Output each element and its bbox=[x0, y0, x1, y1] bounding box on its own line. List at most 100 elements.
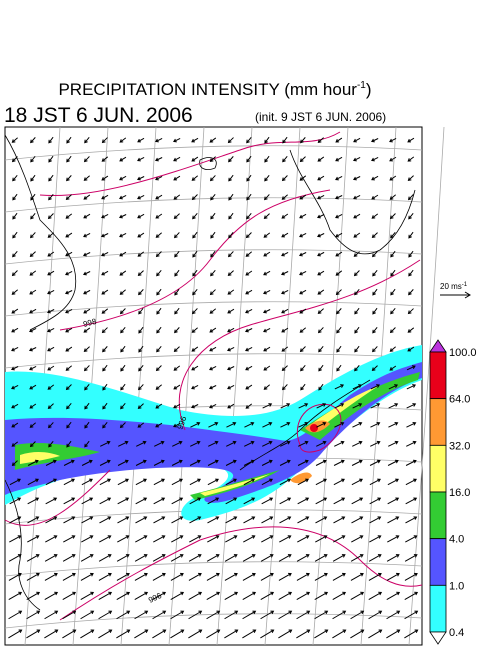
wind-arrow bbox=[173, 365, 181, 371]
wind-arrow bbox=[99, 497, 112, 505]
wind-arrow bbox=[152, 629, 167, 639]
colorbar-label: 1.0 bbox=[449, 580, 464, 592]
wind-arrow bbox=[152, 591, 167, 601]
wind-arrow bbox=[134, 610, 149, 620]
colorbar-segment bbox=[429, 538, 447, 586]
wind-arrow bbox=[9, 535, 22, 543]
wind-arrow bbox=[30, 232, 36, 239]
wind-arrow bbox=[171, 478, 183, 486]
wind-arrow bbox=[298, 252, 307, 257]
wind-arrow bbox=[12, 231, 18, 239]
wind-arrow bbox=[209, 308, 217, 314]
wind-arrow bbox=[334, 384, 345, 390]
wind-arrow bbox=[389, 365, 397, 371]
wind-arrow bbox=[370, 421, 381, 428]
wind-arrow bbox=[353, 194, 361, 200]
wind-arrow bbox=[315, 497, 328, 505]
wind-arrow bbox=[372, 307, 378, 315]
wind-arrow bbox=[408, 212, 414, 220]
wind-arrow bbox=[80, 591, 95, 601]
wind-arrow bbox=[353, 232, 361, 238]
contour bbox=[4, 469, 111, 526]
wind-arrow bbox=[119, 175, 127, 181]
wind-arrow bbox=[389, 213, 396, 220]
wind-arrow bbox=[30, 174, 36, 182]
wind-arrow bbox=[262, 440, 273, 447]
wind-arrow bbox=[263, 251, 271, 257]
wind-arrow bbox=[245, 403, 253, 409]
wind-arrow bbox=[48, 440, 54, 448]
wind-arrow bbox=[296, 554, 310, 562]
wind-arrow bbox=[243, 478, 255, 486]
wind-arrow bbox=[263, 365, 271, 371]
wind-arrow bbox=[118, 440, 129, 447]
map: 998 996 996 bbox=[4, 126, 445, 646]
wind-arrow bbox=[299, 308, 307, 314]
wind-arrow bbox=[117, 478, 129, 486]
wind-arrow bbox=[404, 572, 418, 581]
wind-arrow bbox=[244, 328, 253, 333]
wind-arrow bbox=[83, 156, 90, 163]
wind-arrow bbox=[153, 478, 165, 486]
wind-arrow bbox=[137, 232, 145, 238]
wind-arrow bbox=[278, 610, 293, 620]
wind-arrow bbox=[101, 213, 109, 219]
wind-arrow bbox=[245, 308, 253, 314]
wind-arrow bbox=[207, 478, 219, 486]
wind-arrow bbox=[134, 572, 148, 581]
wind-arrow bbox=[282, 384, 288, 391]
wind-arrow bbox=[120, 383, 126, 391]
wind-arrow bbox=[279, 497, 292, 505]
wind-arrow bbox=[26, 591, 41, 601]
wind-arrow bbox=[353, 251, 360, 257]
wind-arrow bbox=[225, 535, 238, 543]
wind-arrow bbox=[45, 478, 57, 486]
wind-arrow bbox=[8, 572, 22, 581]
wind-arrow bbox=[333, 478, 345, 486]
wind-arrow bbox=[29, 384, 37, 390]
wind-arrow bbox=[9, 497, 22, 505]
wind-arrow bbox=[45, 516, 58, 524]
wind-arrow bbox=[226, 440, 237, 447]
wind-arrow bbox=[207, 516, 220, 524]
wind-arrow bbox=[30, 155, 36, 163]
wind-arrow bbox=[351, 478, 363, 486]
wind-arrow bbox=[333, 535, 346, 543]
wind-arrow bbox=[27, 497, 40, 505]
wind-arrow bbox=[353, 137, 361, 143]
wind-reference-sup: -1 bbox=[462, 282, 468, 288]
wind-arrow bbox=[120, 326, 126, 334]
wind-arrow bbox=[243, 497, 256, 505]
wind-arrow bbox=[368, 591, 383, 601]
wind-arrow bbox=[155, 365, 162, 372]
wind-arrow bbox=[171, 535, 184, 543]
wind-arrow bbox=[171, 497, 184, 505]
wind-arrow bbox=[244, 440, 255, 447]
wind-arrow bbox=[242, 591, 257, 601]
wind-arrow bbox=[210, 212, 216, 220]
wind-arrow bbox=[44, 610, 59, 620]
wind-arrow bbox=[227, 289, 235, 295]
wind-arrow bbox=[278, 629, 293, 639]
wind-arrow bbox=[227, 251, 234, 258]
wind-arrow bbox=[155, 251, 162, 258]
wind-arrow bbox=[264, 155, 270, 163]
wind-arrow bbox=[387, 497, 400, 505]
wind-arrow bbox=[332, 591, 347, 601]
wind-arrow bbox=[389, 346, 396, 352]
wind-arrow bbox=[297, 516, 310, 524]
wind-arrow bbox=[228, 212, 234, 220]
wind-arrow bbox=[408, 231, 414, 239]
wind-arrow bbox=[63, 535, 76, 543]
wind-arrow bbox=[369, 516, 382, 524]
wind-arrow bbox=[191, 175, 199, 181]
wind-arrow bbox=[207, 535, 220, 543]
title: PRECIPITATION INTENSITY (mm hour-1) bbox=[58, 80, 371, 99]
wind-arrow bbox=[405, 459, 417, 466]
wind-arrow bbox=[386, 554, 400, 562]
wind-arrow bbox=[390, 307, 396, 315]
wind-arrow bbox=[281, 194, 288, 200]
wind-arrow bbox=[11, 385, 19, 390]
wind-arrow bbox=[387, 478, 399, 486]
wind-arrow bbox=[12, 212, 18, 220]
